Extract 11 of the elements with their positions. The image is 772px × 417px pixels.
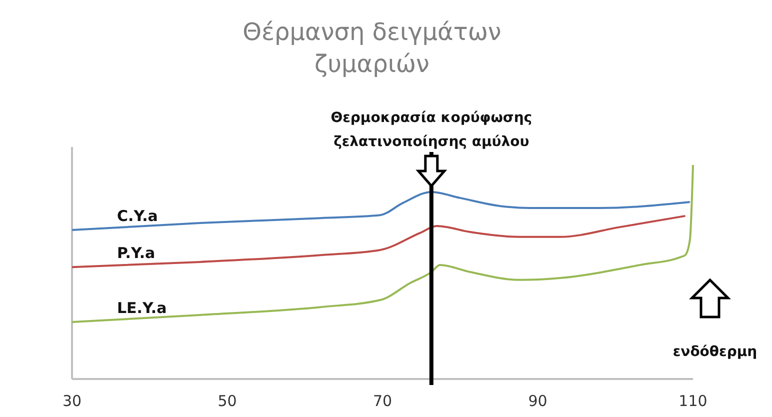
ref-line-label: Θερμοκρασία κορύφωσης ζελατινοποίησης αμύλου <box>330 110 532 150</box>
x-tick-label: 90 <box>528 392 548 410</box>
series-label: LE.Y.a <box>117 299 167 318</box>
x-tick-label: 110 <box>678 392 708 410</box>
x-tick-label: 30 <box>62 392 82 410</box>
x-tick-label: 70 <box>372 392 392 410</box>
annotation: ενδόθερμη <box>672 344 758 360</box>
x-tick-label: 50 <box>218 392 237 410</box>
series-label: P.Y.a <box>117 244 156 262</box>
series-label: C.Y.a <box>117 207 158 226</box>
chart-title: Θέρμανση δειγμάτων ζυμαριών <box>242 18 502 78</box>
